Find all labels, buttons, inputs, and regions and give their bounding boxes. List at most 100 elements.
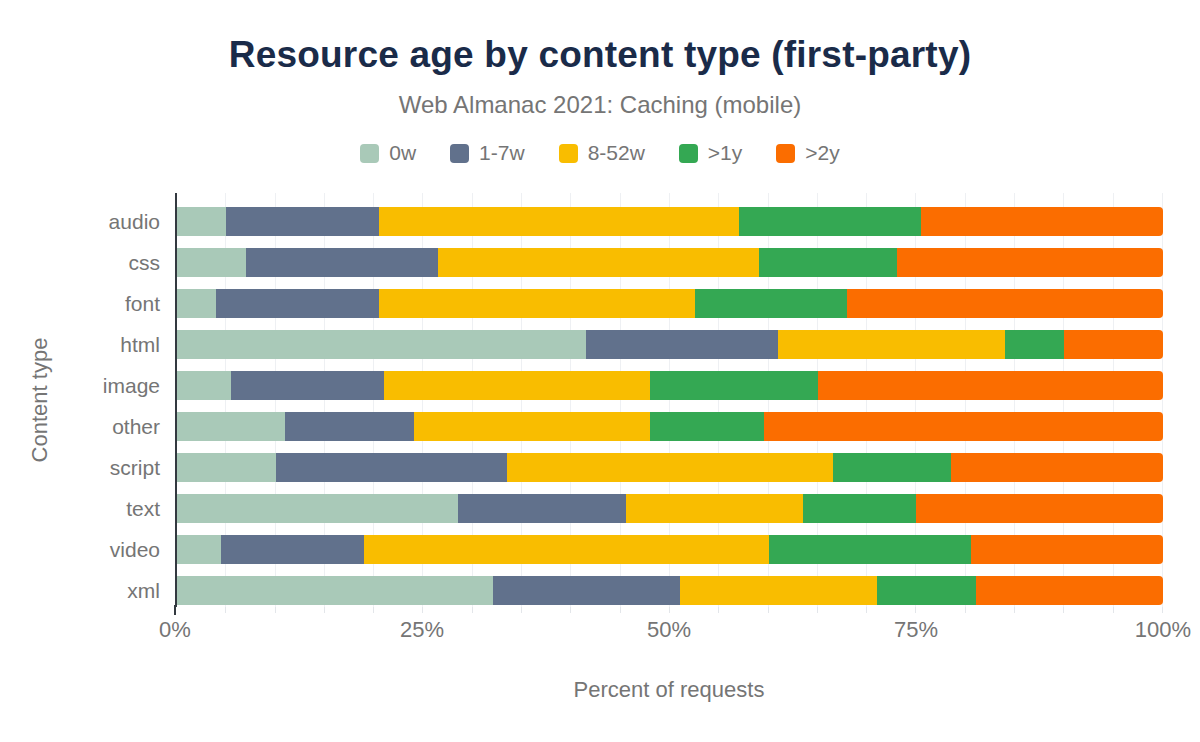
bar-segment-image-1y[interactable] — [650, 371, 818, 400]
bar-row-css — [177, 248, 1163, 277]
legend-item-8-52w: 8-52w — [559, 141, 645, 165]
legend-item-2y: >2y — [776, 141, 839, 165]
bar-segment-video-8-52w[interactable] — [364, 535, 768, 564]
bar-segment-font-8-52w[interactable] — [379, 289, 695, 318]
x-axis-tick-label-50: 50% — [647, 617, 691, 643]
legend-label: 1-7w — [479, 141, 525, 165]
bar-segment-html-2y[interactable] — [1064, 330, 1163, 359]
x-axis-tick-label-100: 100% — [1135, 617, 1191, 643]
bar-segment-other-2y[interactable] — [764, 412, 1163, 441]
legend-swatch-icon — [360, 144, 379, 163]
bar-segment-css-1-7w[interactable] — [246, 248, 438, 277]
bar-row-html — [177, 330, 1163, 359]
bar-segment-other-8-52w[interactable] — [414, 412, 651, 441]
bar-segment-image-1-7w[interactable] — [231, 371, 384, 400]
bar-segment-font-1y[interactable] — [695, 289, 848, 318]
bar-segment-audio-1-7w[interactable] — [226, 207, 379, 236]
bar-segment-video-1-7w[interactable] — [221, 535, 364, 564]
legend-swatch-icon — [450, 144, 469, 163]
x-axis-tick-label-75: 75% — [894, 617, 938, 643]
legend-item-1-7w: 1-7w — [450, 141, 525, 165]
bar-row-xml — [177, 576, 1163, 605]
bar-row-video — [177, 535, 1163, 564]
x-axis-minor-ticks — [177, 607, 1163, 613]
legend-label: 8-52w — [588, 141, 645, 165]
bar-segment-text-1-7w[interactable] — [458, 494, 626, 523]
y-axis-label-audio: audio — [0, 207, 160, 236]
bar-segment-xml-0w[interactable] — [177, 576, 493, 605]
bar-segment-font-2y[interactable] — [847, 289, 1163, 318]
bar-segment-html-8-52w[interactable] — [778, 330, 1005, 359]
bar-row-audio — [177, 207, 1163, 236]
bar-segment-other-1y[interactable] — [650, 412, 763, 441]
bar-segment-css-1y[interactable] — [759, 248, 897, 277]
y-axis-label-css: css — [0, 248, 160, 277]
bar-segment-css-8-52w[interactable] — [438, 248, 758, 277]
legend-swatch-icon — [559, 144, 578, 163]
bar-segment-html-1y[interactable] — [1005, 330, 1064, 359]
bar-segment-other-0w[interactable] — [177, 412, 285, 441]
legend-label: 0w — [389, 141, 416, 165]
y-axis-label-xml: xml — [0, 576, 160, 605]
bar-segment-html-1-7w[interactable] — [586, 330, 778, 359]
y-axis-label-script: script — [0, 453, 160, 482]
bar-segment-audio-2y[interactable] — [921, 207, 1163, 236]
x-axis-tick-label-0: 0% — [159, 617, 191, 643]
bar-segment-xml-1y[interactable] — [877, 576, 976, 605]
bar-row-other — [177, 412, 1163, 441]
bar-row-image — [177, 371, 1163, 400]
bar-segment-script-1-7w[interactable] — [276, 453, 508, 482]
bar-segment-script-2y[interactable] — [951, 453, 1163, 482]
bar-segment-script-0w[interactable] — [177, 453, 276, 482]
x-axis-tick-label-25: 25% — [400, 617, 444, 643]
bar-segment-audio-0w[interactable] — [177, 207, 226, 236]
bar-segment-font-1-7w[interactable] — [216, 289, 379, 318]
bar-segment-script-1y[interactable] — [833, 453, 951, 482]
legend-swatch-icon — [776, 144, 795, 163]
bar-segment-text-8-52w[interactable] — [626, 494, 803, 523]
legend: 0w 1-7w 8-52w >1y >2y — [0, 141, 1200, 165]
y-axis-label-font: font — [0, 289, 160, 318]
legend-item-1y: >1y — [679, 141, 742, 165]
bar-segment-xml-8-52w[interactable] — [680, 576, 877, 605]
bar-segment-image-8-52w[interactable] — [384, 371, 650, 400]
bar-row-text — [177, 494, 1163, 523]
bar-segment-audio-1y[interactable] — [739, 207, 921, 236]
bar-row-font — [177, 289, 1163, 318]
legend-label: >1y — [708, 141, 742, 165]
bar-segment-image-0w[interactable] — [177, 371, 231, 400]
y-axis-label-image: image — [0, 371, 160, 400]
bar-segment-css-0w[interactable] — [177, 248, 246, 277]
bar-segment-other-1-7w[interactable] — [285, 412, 413, 441]
bar-row-script — [177, 453, 1163, 482]
bar-segment-text-1y[interactable] — [803, 494, 916, 523]
x-axis-title: Percent of requests — [175, 677, 1163, 703]
bar-segment-font-0w[interactable] — [177, 289, 216, 318]
chart-card: Resource age by content type (first-part… — [0, 0, 1200, 742]
legend-item-0w: 0w — [360, 141, 416, 165]
legend-label: >2y — [805, 141, 839, 165]
bar-segment-xml-1-7w[interactable] — [493, 576, 680, 605]
bar-segment-text-2y[interactable] — [916, 494, 1163, 523]
y-axis-labels: audio css font html image other script text vide… — [0, 207, 160, 617]
bar-segment-script-8-52w[interactable] — [507, 453, 832, 482]
chart-title: Resource age by content type (first-part… — [0, 34, 1200, 76]
bar-segment-audio-8-52w[interactable] — [379, 207, 739, 236]
plot-area — [175, 193, 1163, 607]
y-axis-label-other: other — [0, 412, 160, 441]
axis-zero-tick — [174, 605, 176, 615]
legend-swatch-icon — [679, 144, 698, 163]
bar-segment-text-0w[interactable] — [177, 494, 458, 523]
y-axis-label-video: video — [0, 535, 160, 564]
bar-segment-video-1y[interactable] — [769, 535, 971, 564]
bar-segment-video-2y[interactable] — [971, 535, 1163, 564]
y-axis-label-html: html — [0, 330, 160, 359]
bar-segment-css-2y[interactable] — [897, 248, 1163, 277]
bar-segment-video-0w[interactable] — [177, 535, 221, 564]
bar-segment-html-0w[interactable] — [177, 330, 586, 359]
y-axis-label-text: text — [0, 494, 160, 523]
bar-segment-image-2y[interactable] — [818, 371, 1163, 400]
chart-subtitle: Web Almanac 2021: Caching (mobile) — [0, 91, 1200, 119]
x-axis-tick-labels: 0%25%50%75%100% — [175, 617, 1163, 643]
bar-segment-xml-2y[interactable] — [976, 576, 1163, 605]
